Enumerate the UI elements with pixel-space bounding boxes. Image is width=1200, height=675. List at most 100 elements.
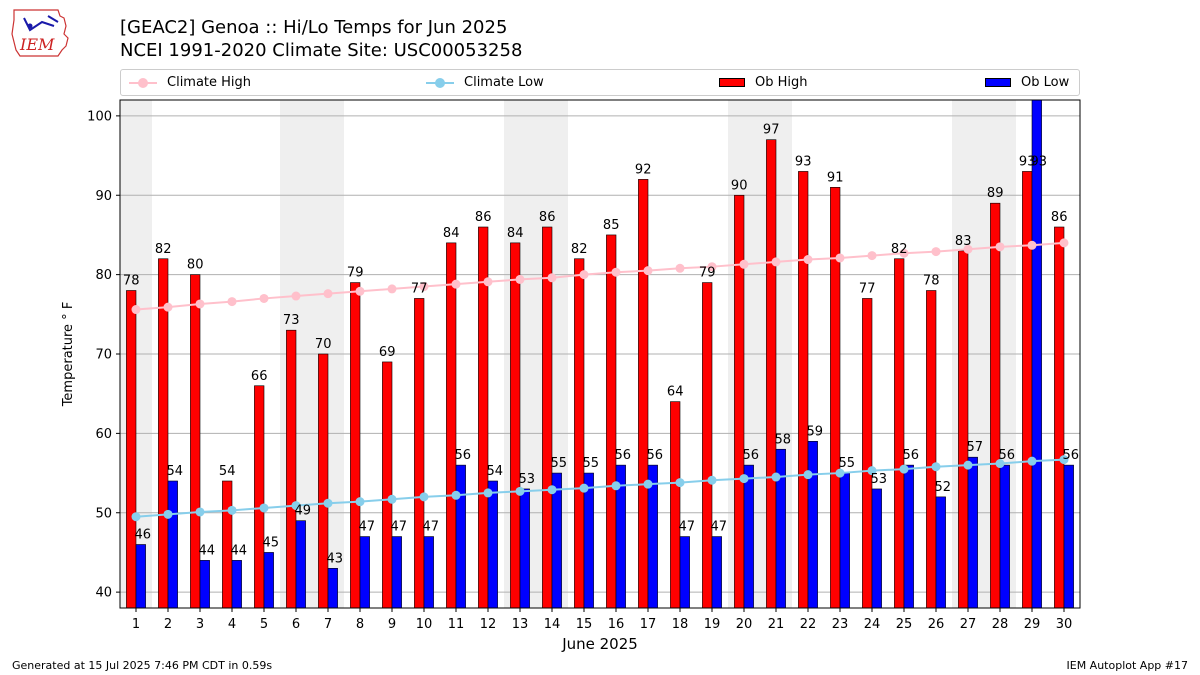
ob-high-value-label-day-21: 97 <box>763 123 780 138</box>
app-footer: IEM Autoplot App #17 <box>1066 659 1189 672</box>
ob-low-value-label-day-19: 47 <box>711 520 728 535</box>
legend-label-climate-low: Climate Low <box>464 75 544 90</box>
climate-high-point-day-30 <box>1059 238 1069 248</box>
x-tick-label-1: 1 <box>132 617 140 632</box>
climate-high-line <box>135 241 1065 311</box>
ob-high-bar-day-30 <box>1054 226 1065 609</box>
ob-low-value-label-day-8: 47 <box>359 520 376 535</box>
climate-low-point-day-28 <box>995 459 1005 469</box>
climate-low-point-day-23 <box>835 468 845 478</box>
ob-high-value-label-day-2: 82 <box>155 242 172 257</box>
x-tick-label-8: 8 <box>356 617 364 632</box>
ob-high-value-label-day-13: 84 <box>507 226 524 241</box>
ob-low-bar-day-8 <box>359 536 370 609</box>
ob-low-bar-day-9 <box>391 536 402 609</box>
ob-low-value-label-day-9: 47 <box>391 520 408 535</box>
ob-low-value-label-day-17: 56 <box>647 448 664 463</box>
ob-high-value-label-day-11: 84 <box>443 226 460 241</box>
ob-high-value-label-day-12: 86 <box>475 210 492 225</box>
x-tick-label-28: 28 <box>992 617 1009 632</box>
ob-low-bar-day-27 <box>967 456 978 609</box>
plot-frame <box>119 99 1081 609</box>
climate-high-point-day-9 <box>387 284 397 294</box>
x-tick-label-13: 13 <box>512 617 529 632</box>
climate-high-point-day-18 <box>675 263 685 273</box>
ob-high-bar-day-17 <box>638 179 649 609</box>
ob-high-value-label-day-15: 82 <box>571 242 588 257</box>
ob-high-bar-day-14 <box>542 226 553 609</box>
generated-footer: Generated at 15 Jul 2025 7:46 PM CDT in … <box>12 659 273 672</box>
ob-high-bar-day-28 <box>990 202 1001 609</box>
ob-low-bar-day-2 <box>167 480 178 609</box>
x-tick-label-9: 9 <box>388 617 396 632</box>
climate-low-point-day-15 <box>579 483 589 493</box>
ob-low-bar-day-24 <box>871 488 882 609</box>
ob-high-bar-day-5 <box>254 385 265 609</box>
ob-low-value-label-day-14: 55 <box>551 456 568 471</box>
ob-low-bar-day-11 <box>455 464 466 609</box>
ob-low-bar-day-26 <box>935 496 946 609</box>
climate-low-point-day-9 <box>387 494 397 504</box>
climate-high-point-day-29 <box>1027 240 1037 250</box>
climate-low-point-day-14 <box>547 485 557 495</box>
x-tick-label-6: 6 <box>292 617 300 632</box>
y-axis-title: Temperature ° F <box>61 302 76 408</box>
ob-low-bar-day-1 <box>135 544 146 609</box>
climate-low-point-day-8 <box>355 497 365 507</box>
climate-low-point-day-27 <box>963 460 973 470</box>
climate-low-point-day-16 <box>611 481 621 491</box>
ob-high-bar-day-16 <box>606 234 617 609</box>
climate-high-point-day-1 <box>131 305 141 315</box>
climate-high-point-day-25 <box>899 248 909 258</box>
ob-low-value-label-day-25: 56 <box>903 448 920 463</box>
x-tick-label-20: 20 <box>736 617 753 632</box>
x-tick-label-27: 27 <box>960 617 977 632</box>
climate-low-point-day-2 <box>163 509 173 519</box>
ob-low-value-label-day-23: 55 <box>839 456 856 471</box>
ob-high-bar-day-18 <box>670 401 681 609</box>
ob-high-value-label-day-1: 78 <box>123 274 140 289</box>
ob-low-bar-day-23 <box>839 472 850 609</box>
y-tick-label-40: 40 <box>95 586 112 601</box>
ob-low-bar-day-7 <box>327 568 338 609</box>
ob-low-bar-day-3 <box>199 560 210 609</box>
climate-high-line-icon <box>129 77 157 89</box>
ob-high-bar-day-13 <box>510 242 521 609</box>
climate-low-point-day-6 <box>291 501 301 511</box>
x-tick-label-30: 30 <box>1056 617 1073 632</box>
climate-low-point-day-20 <box>739 474 749 484</box>
ob-high-bar-day-7 <box>318 353 329 609</box>
climate-high-point-day-4 <box>227 297 237 307</box>
ob-high-value-label-day-17: 92 <box>635 162 652 177</box>
climate-low-point-day-24 <box>867 466 877 476</box>
climate-high-point-day-21 <box>771 257 781 267</box>
ob-low-value-label-day-7: 43 <box>327 551 344 566</box>
ob-low-value-label-day-5: 45 <box>263 535 280 550</box>
y-tick-label-70: 70 <box>95 348 112 363</box>
climate-high-point-day-2 <box>163 302 173 312</box>
ob-low-value-label-day-3: 44 <box>199 543 216 558</box>
climate-low-point-day-13 <box>515 486 525 496</box>
ob-high-bar-day-21 <box>766 139 777 609</box>
ob-high-value-label-day-6: 73 <box>283 313 300 328</box>
legend-label-climate-high: Climate High <box>167 75 252 90</box>
climate-low-point-day-22 <box>803 470 813 480</box>
ob-low-value-label-day-22: 59 <box>807 424 824 439</box>
ob-high-value-label-day-8: 79 <box>347 266 364 281</box>
x-tick-label-19: 19 <box>704 617 721 632</box>
ob-low-value-label-day-29: 93 <box>1031 154 1048 169</box>
ob-low-value-label-day-16: 56 <box>615 448 632 463</box>
x-tick-label-23: 23 <box>832 617 849 632</box>
climate-high-point-day-26 <box>931 247 941 257</box>
ob-low-value-label-day-30: 56 <box>1063 448 1080 463</box>
ob-high-bar-day-22 <box>798 171 809 609</box>
ob-low-bar-day-10 <box>423 536 434 609</box>
chart-subtitle: NCEI 1991-2020 Climate Site: USC00053258 <box>120 40 523 61</box>
x-tick-label-2: 2 <box>164 617 172 632</box>
climate-high-point-day-14 <box>547 273 557 283</box>
ob-high-value-label-day-27: 83 <box>955 234 972 249</box>
x-tick-label-25: 25 <box>896 617 913 632</box>
ob-high-value-label-day-16: 85 <box>603 218 620 233</box>
climate-low-point-day-5 <box>259 503 269 513</box>
